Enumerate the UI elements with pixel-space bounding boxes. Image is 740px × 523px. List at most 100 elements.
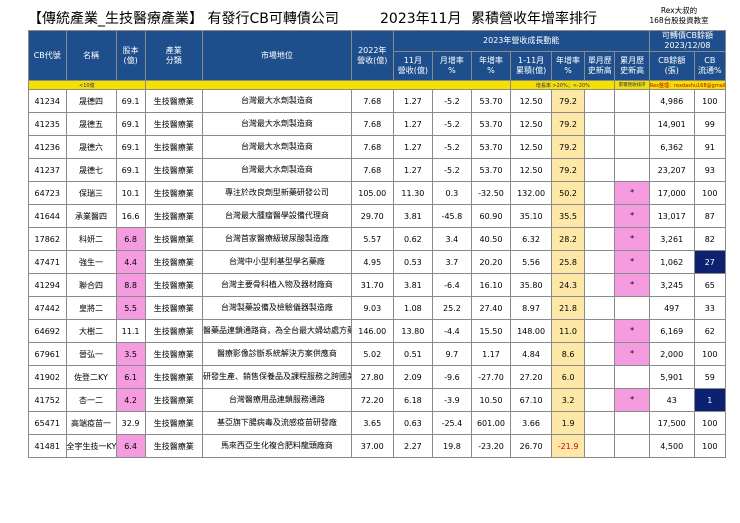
cell-market: 專注於改良劑型新藥研發公司 [201, 181, 352, 205]
cell-cb-ratio: 100 [693, 181, 727, 205]
cell-month-high [584, 296, 616, 320]
cell-month-high [584, 388, 616, 412]
cell-yoy: 53.70 [470, 158, 512, 182]
cell-month-high [584, 411, 616, 435]
table-row: 17862 科妍二 6.8 生技醫療業 台灣首家醫療級玻尿酸製造廠 5.57 0.62 3.4… [28, 227, 727, 251]
legend-row: <10億 增長率 >20%；<-20% 累積營收排序 Rex整理：rexdash… [28, 80, 727, 90]
cell-nov: 1.27 [392, 158, 434, 182]
cell-name: 晟德五 [65, 112, 117, 136]
growth-group-header: 2023年營收成長動能 [392, 30, 650, 52]
cell-cb-balance: 1,062 [648, 250, 695, 274]
cell-cumyoy: 79.2 [550, 135, 586, 159]
cell-industry: 生技醫療業 [144, 181, 203, 205]
cell-name: 晟德四 [65, 89, 117, 113]
cell-capital: 6.8 [115, 227, 146, 251]
cell-cb-balance: 14,901 [648, 112, 695, 136]
cell-industry: 生技醫療業 [144, 135, 203, 159]
cell-month-high [584, 204, 616, 228]
cell-rev2022: 27.80 [350, 365, 394, 389]
cell-cumyoy: 28.2 [550, 227, 586, 251]
brand-line-2: 168台股投資教室 [649, 16, 709, 25]
legend-credit: Rex整理：rexdashu168@gmail.com [648, 80, 727, 90]
cell-cum: 12.50 [510, 135, 552, 159]
cell-cum: 12.50 [510, 158, 552, 182]
cell-yoy: 601.00 [470, 411, 512, 435]
revenue-table: CB代號 名稱 股本 (億) 產業 分類 市場地位 2022年 營收(億) 20… [28, 30, 727, 458]
cell-code: 67961 [28, 342, 67, 366]
col-cumyoy-header: 年增率 % [550, 51, 586, 81]
table-row: 47442 皇將二 5.5 生技醫療業 台灣製藥設備及檢驗儀器製造廠 9.03 1.08 25… [28, 296, 727, 320]
cell-rev2022: 5.57 [350, 227, 394, 251]
cell-cb-ratio: 91 [693, 135, 727, 159]
cell-market: 台灣製藥設備及檢驗儀器製造廠 [201, 296, 352, 320]
cell-industry: 生技醫療業 [144, 89, 203, 113]
cell-cumyoy: 50.2 [550, 181, 586, 205]
table-row: 41236 晟德六 69.1 生技醫療業 台灣最大水劑製造商 7.68 1.27 -5.2 53… [28, 135, 727, 159]
cell-cb-balance: 13,017 [648, 204, 695, 228]
cell-capital: 4.4 [115, 250, 146, 274]
cell-cumyoy: 79.2 [550, 89, 586, 113]
cell-capital: 11.1 [115, 319, 146, 343]
cell-capital: 69.1 [115, 158, 146, 182]
cell-cb-balance: 5,901 [648, 365, 695, 389]
cell-month-high [584, 434, 616, 458]
brand-line-1: Rex大叔的 [660, 6, 698, 15]
cell-code: 41235 [28, 112, 67, 136]
cell-cumyoy: 79.2 [550, 112, 586, 136]
cell-industry: 生技醫療業 [144, 388, 203, 412]
cell-industry: 生技醫療業 [144, 319, 203, 343]
cell-month-high [584, 365, 616, 389]
cell-cumyoy: 25.8 [550, 250, 586, 274]
cell-yoy: 53.70 [470, 112, 512, 136]
cell-mom: -5.2 [432, 112, 472, 136]
table-row: 47471 強生一 4.4 生技醫療業 台灣中小型利基型學名藥廠 4.95 0.53 3.7 2… [28, 250, 727, 274]
cell-nov: 6.18 [392, 388, 434, 412]
cell-market: 台灣中小型利基型學名藥廠 [201, 250, 352, 274]
cell-cb-ratio: 100 [693, 342, 727, 366]
cell-cb-balance: 4,986 [648, 89, 695, 113]
cell-cb-ratio: 1 [693, 388, 727, 412]
cell-cumyoy: 24.3 [550, 273, 586, 297]
table-row: 64723 保瑞三 10.1 生技醫療業 專注於改良劑型新藥研發公司 105.00 11.3… [28, 181, 727, 205]
cell-yoy: 10.50 [470, 388, 512, 412]
cell-month-high [584, 227, 616, 251]
cell-market: 台灣最大水劑製造商 [201, 135, 352, 159]
cell-month-high [584, 342, 616, 366]
cell-cum-high: * [614, 273, 650, 297]
cell-market: 台灣醫療用品連鎖服務通路 [201, 388, 352, 412]
cell-code: 41234 [28, 89, 67, 113]
cell-market: 醫療影像診斷系統解決方案供應商 [201, 342, 352, 366]
cell-rev2022: 146.00 [350, 319, 394, 343]
cell-mom: 3.4 [432, 227, 472, 251]
cell-cumyoy: 21.8 [550, 296, 586, 320]
cell-name: 保瑞三 [65, 181, 117, 205]
report-title: 【傳統產業_生技醫療產業】 有發行CB可轉債公司 [28, 11, 339, 27]
col-market-header: 市場地位 [201, 30, 352, 81]
cell-market: 醫藥品連鎖通路商，為全台最大婦幼處方藥局 [201, 319, 352, 343]
cell-capital: 16.6 [115, 204, 146, 228]
cell-month-high [584, 181, 616, 205]
cell-cb-ratio: 82 [693, 227, 727, 251]
cell-capital: 4.2 [115, 388, 146, 412]
cell-industry: 生技醫療業 [144, 365, 203, 389]
table-row: 41237 晟德七 69.1 生技醫療業 台灣最大水劑製造商 7.68 1.27 -5.2 53… [28, 158, 727, 182]
cell-capital: 5.5 [115, 296, 146, 320]
col-yoy-header: 年增率 % [470, 51, 512, 81]
cell-rev2022: 5.02 [350, 342, 394, 366]
cell-code: 41644 [28, 204, 67, 228]
table-row: 67961 晉弘一 3.5 生技醫療業 醫療影像診斷系統解決方案供應商 5.02 0.51 9… [28, 342, 727, 366]
col-nov-header: 11月 營收(億) [392, 51, 434, 81]
cell-nov: 3.81 [392, 204, 434, 228]
cell-name: 全宇生技一KY [65, 434, 117, 458]
cell-cb-balance: 3,261 [648, 227, 695, 251]
cell-nov: 2.27 [392, 434, 434, 458]
report-subtitle: 累積營收年增率排行 [471, 11, 597, 27]
cell-cb-balance: 3,245 [648, 273, 695, 297]
table-row: 41644 承業醫四 16.6 生技醫療業 台灣最大腫瘤醫學設備代理商 29.70 3.81… [28, 204, 727, 228]
cell-mom: -5.2 [432, 135, 472, 159]
cell-rev2022: 7.68 [350, 135, 394, 159]
cell-cum: 35.80 [510, 273, 552, 297]
cell-cb-balance: 497 [648, 296, 695, 320]
cell-month-high [584, 273, 616, 297]
cell-yoy: 60.90 [470, 204, 512, 228]
